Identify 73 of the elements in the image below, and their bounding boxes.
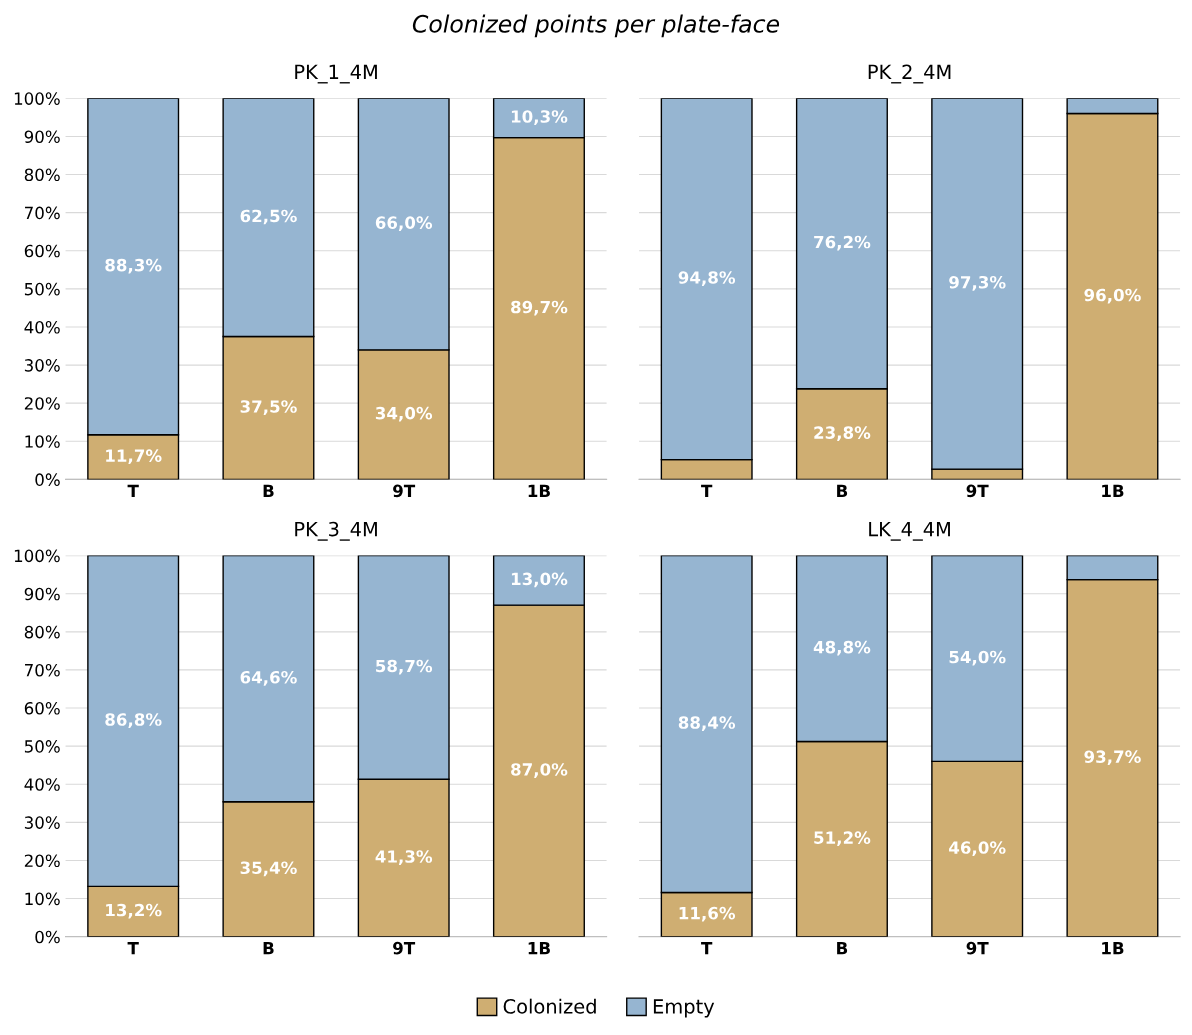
y-tick-label: 70% [25,206,60,220]
data-label: 88,4% [678,716,736,732]
data-label: 89,7% [511,300,568,316]
data-label: 41,3% [375,850,433,865]
y-tick-label: 10% [25,892,60,906]
data-label: 64,6% [240,670,297,686]
x-tick-label: 1B [528,484,550,497]
data-label: 58,7% [376,659,433,675]
legend-label: Empty [653,999,715,1018]
y-tick-label: 60% [24,244,60,258]
data-label: 88,3% [105,258,162,274]
y-tick-label: 100% [14,549,60,563]
x-tick-label: 9T [393,941,416,955]
y-tick-label: 90% [24,587,60,601]
data-label: 86,8% [105,713,162,728]
legend-label: Colonized [503,998,596,1014]
x-tick-label: 9T [966,484,989,498]
y-tick-label: 40% [24,778,60,791]
x-tick-label: T [701,942,713,955]
y-tick-label: 0% [35,473,60,486]
text: Colonized points per plate-face [412,14,780,38]
data-label: 48,8% [813,640,871,656]
chart-title: PK_3_4M [295,521,377,541]
y-tick-label: 30% [24,359,60,372]
y-tick-label: 70% [25,663,60,677]
data-label: 93,7% [1084,750,1141,766]
data-label: 35,4% [240,861,297,877]
x-tick-label: B [263,484,274,497]
y-tick-label: 20% [24,854,60,868]
y-tick-label: 30% [24,816,60,829]
x-tick-label: B [837,942,848,955]
x-tick-label: 1B [1102,942,1124,955]
data-label: 23,8% [814,426,871,442]
data-label: 62,5% [240,209,297,225]
x-tick-label: B [263,942,274,955]
chart-title: LK_4_4M [869,521,950,541]
data-label: 66,0% [375,216,433,232]
chart-title: PK_1_4M [295,64,377,84]
data-label: 10,3% [511,110,568,125]
data-label: 34,0% [375,406,433,422]
x-tick-label: T [127,942,139,955]
data-label: 96,0% [1084,288,1141,304]
data-label: 94,8% [678,271,736,286]
y-tick-label: 80% [24,625,60,639]
y-tick-label: 100% [14,92,60,105]
x-tick-label: 9T [966,941,989,955]
y-tick-label: 60% [24,702,60,715]
y-tick-label: 20% [24,397,60,410]
y-tick-label: 50% [24,740,60,753]
data-label: 97,3% [949,275,1006,291]
data-label: 37,5% [240,400,297,415]
x-tick-label: T [701,484,713,497]
data-label: 76,2% [814,235,871,251]
y-tick-label: 90% [24,130,60,143]
data-label: 87,0% [511,763,568,778]
data-label: 46,0% [949,841,1006,856]
data-label: 13,0% [511,572,568,588]
y-tick-label: 10% [25,435,60,448]
y-tick-label: 0% [35,930,60,944]
x-tick-label: 1B [528,942,550,955]
data-label: 51,2% [814,831,871,847]
y-tick-label: 80% [24,168,60,182]
data-label: 13,2% [106,903,162,919]
chart-title: PK_2_4M [868,64,951,84]
x-tick-label: T [127,484,139,497]
data-label: 11,6% [679,906,736,922]
data-label: 11,7% [106,449,162,465]
x-tick-label: B [837,484,848,497]
x-tick-label: 1B [1102,484,1124,497]
y-tick-label: 40% [24,320,60,334]
x-tick-label: 9T [393,484,416,498]
y-tick-label: 50% [24,282,60,296]
data-label: 54,0% [949,650,1006,666]
